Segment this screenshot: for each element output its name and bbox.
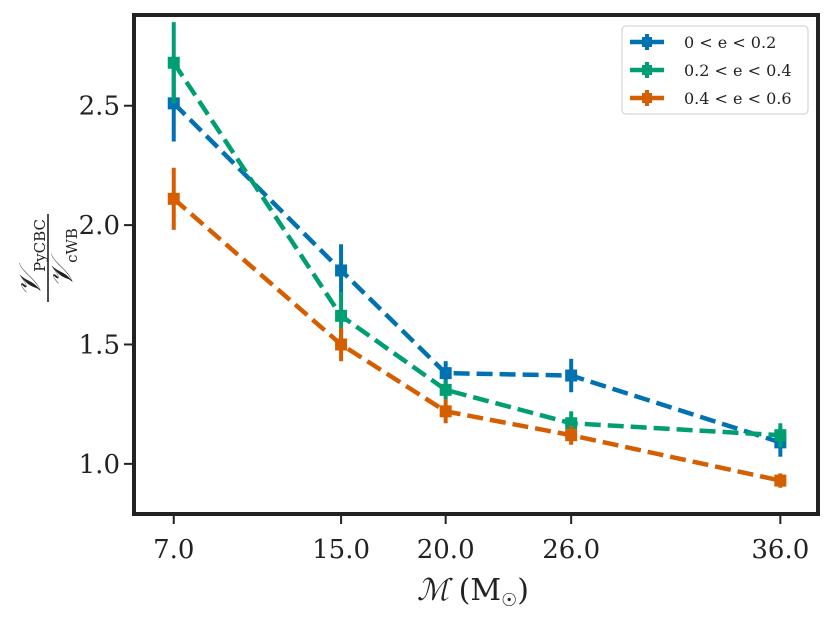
legend-item: 0.4 < e < 0.6 [630,89,792,108]
svg-text:𝒱cWB: 𝒱cWB [45,228,81,288]
legend-marker [642,37,652,47]
x-tick-label: 20.0 [417,535,475,565]
data-point [565,369,578,382]
x-tick-label: 36.0 [751,535,809,565]
legend-label: 0.4 < e < 0.6 [684,89,792,108]
data-point [167,192,180,205]
y-axis-label: 𝒱PyCBC 𝒱cWB [13,214,81,302]
data-point [774,429,787,442]
series-line [171,61,781,438]
data-point [774,474,787,487]
svg-text:𝒱PyCBC: 𝒱PyCBC [13,219,49,297]
data-point [167,56,180,69]
data-point [335,338,348,351]
legend-item: 0.2 < e < 0.4 [630,61,792,80]
data-point [565,417,578,430]
legend-marker [642,65,652,75]
legend-box [621,25,809,115]
data-point [335,264,348,277]
y-tick-label: 1.5 [79,330,120,360]
series-line [172,197,781,483]
series-line [172,101,782,445]
x-tick-label: 15.0 [312,535,370,565]
legend-label: 0.2 < e < 0.4 [684,61,792,80]
legend-label: 0 < e < 0.2 [684,33,776,52]
x-tick-label: 26.0 [542,535,600,565]
series-3 [167,167,787,488]
legend-marker [642,93,652,103]
y-tick-label: 1.0 [79,450,120,480]
plot-frame [132,13,820,516]
series-2 [167,22,787,448]
x-axis-label: ℳ (M☉) [417,573,529,611]
data-point [335,309,348,322]
data-point [439,405,452,418]
legend-item: 0 < e < 0.2 [630,33,776,52]
y-tick-label: 2.0 [79,211,120,241]
data-point [565,429,578,442]
legend: 0 < e < 0.2 0.2 < e < 0.4 0.4 < e < 0.6 [621,25,809,115]
data-point [439,383,452,396]
data-point [439,367,452,380]
y-tick-label: 2.5 [79,92,120,122]
x-tick-label: 7.0 [153,535,194,565]
